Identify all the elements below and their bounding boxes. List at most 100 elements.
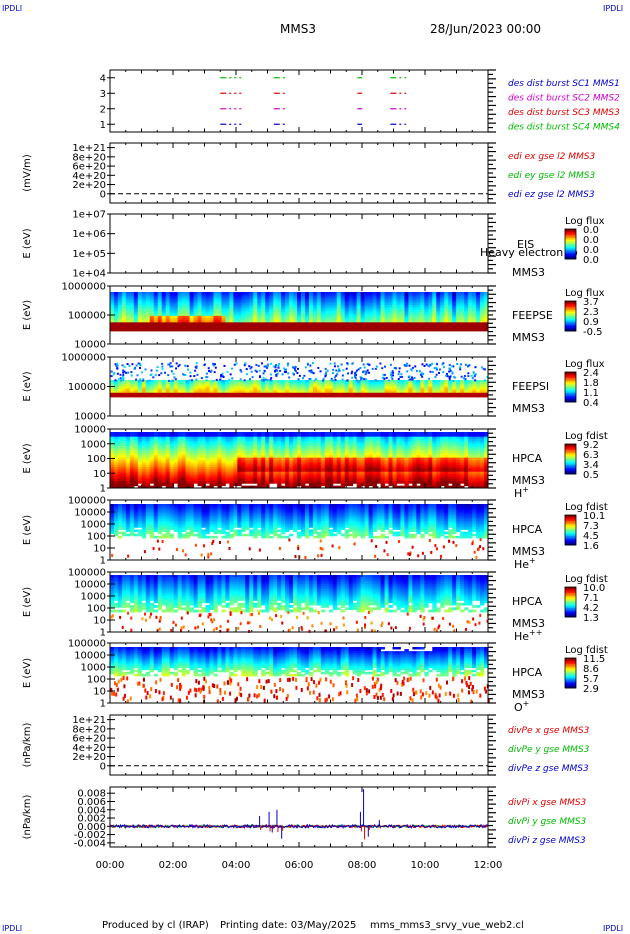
feepsi-cell <box>193 386 198 389</box>
hpca-h-cell <box>293 471 298 475</box>
feepse-cell <box>153 309 159 312</box>
feepsi-cell <box>185 394 190 398</box>
feepse-cell <box>412 328 417 332</box>
hpca-h-cell <box>193 434 198 438</box>
feepsi-speckle <box>264 378 267 381</box>
hpca-h-cell <box>372 455 377 459</box>
feepsi-speckle <box>362 363 365 366</box>
feepse-cell <box>304 320 310 323</box>
hpca-h-cell <box>312 439 318 442</box>
feepse-cell <box>380 300 385 304</box>
feepse-cell <box>416 292 421 295</box>
feepse-cell <box>408 305 413 308</box>
feepsi-cell <box>348 384 354 387</box>
hpca-h-cell <box>225 439 230 442</box>
hpca-h-cell <box>133 467 139 470</box>
hpca-h-cell <box>249 457 254 461</box>
hpca-h-cell <box>249 469 254 473</box>
hpca-h-cell <box>352 441 358 445</box>
feepse-cell <box>129 309 135 312</box>
feepsi-cell <box>201 384 206 387</box>
feepse-cell <box>388 318 393 321</box>
hpca-h-cell <box>113 457 119 461</box>
feepse-cell <box>113 305 119 308</box>
eis-cbar-cell <box>565 233 576 236</box>
hpca-h-cell <box>269 457 274 461</box>
hpca-h-cell <box>201 476 206 480</box>
feepse-cell <box>440 324 445 328</box>
feepse-cell <box>304 322 310 325</box>
feepse-cell <box>177 318 183 321</box>
feepse-cell <box>408 298 413 302</box>
hpca-h-cell <box>213 474 218 477</box>
hpca-h-cell <box>281 443 286 447</box>
feepse-heatmap <box>110 292 489 332</box>
hpca-h-cell <box>297 446 302 449</box>
feepse-cell <box>185 296 190 299</box>
feepse-cell <box>424 300 429 304</box>
feepse-cell <box>320 322 326 325</box>
hpca-h-cell <box>316 455 322 459</box>
feepse-colorbar <box>565 301 576 332</box>
feepse-cell <box>400 326 405 330</box>
hpca-h-cell <box>304 434 310 438</box>
hpca-h-cell <box>300 439 306 442</box>
feepse-cell <box>372 318 377 321</box>
feepse-cell <box>201 294 206 297</box>
hpca-h-cell <box>348 434 354 438</box>
feepse-cell <box>257 311 262 315</box>
feepse-cell <box>352 292 358 295</box>
feepsi-speckle <box>167 379 170 382</box>
hpca-h-cell <box>121 483 127 487</box>
feepsi-speckle <box>206 376 209 379</box>
hpca-h-cell <box>117 483 123 487</box>
feepsi-cell <box>217 384 222 387</box>
feepsi-cell <box>257 394 262 398</box>
feepse-cell <box>137 296 143 299</box>
feepsi-cell <box>110 384 115 387</box>
feepse-cell <box>372 305 377 308</box>
feepse-cell <box>384 298 389 302</box>
feepsi-cell <box>277 384 282 387</box>
feepse-cell <box>297 307 302 310</box>
feepse-cell <box>356 324 362 328</box>
hpca-h-cell <box>133 469 139 473</box>
hpca-h-cell <box>324 436 330 440</box>
feepsi-cell <box>113 382 119 385</box>
hpca-h-cell <box>177 446 183 449</box>
feepsi-cell <box>110 382 115 385</box>
hpca-h-cell <box>360 474 366 477</box>
feepse-cell <box>197 311 202 315</box>
feepse-cell <box>324 311 330 315</box>
feepsi-cell <box>380 382 385 385</box>
feepse-cell <box>344 315 350 319</box>
feepsi-cell <box>436 392 441 396</box>
feepse-cell <box>149 307 155 310</box>
feepse-cell <box>241 296 246 299</box>
hpca-h-cell <box>213 481 218 484</box>
feepsi-speckle <box>322 379 325 382</box>
feepsi-cell <box>165 386 171 389</box>
feepse-cell <box>320 298 326 302</box>
feepse-cell <box>137 307 143 310</box>
hpca-h-cell <box>356 467 362 470</box>
feepsi-cell <box>428 382 433 385</box>
feepsi-cell <box>480 386 485 389</box>
hpca-h-cell <box>281 464 286 468</box>
feepsi-cell <box>121 394 127 398</box>
feepse-cell <box>344 320 350 323</box>
hpca-h-cell <box>169 478 175 482</box>
hpca-h-cell <box>209 439 214 442</box>
hpca-h-cell <box>213 483 218 487</box>
feepse-cell <box>436 318 441 321</box>
feepse-cell <box>428 298 433 302</box>
hpca-h-cell <box>257 432 262 435</box>
feepse-cell <box>300 311 306 315</box>
hpca-h-cell <box>249 436 254 440</box>
hpca-h-cell <box>372 439 377 442</box>
hpca-h-cell <box>217 443 222 447</box>
feepsi-cell <box>257 382 262 385</box>
hpca-h-cell <box>273 481 278 484</box>
hpca-h-cell <box>201 478 206 482</box>
feepse-cell <box>137 305 143 308</box>
